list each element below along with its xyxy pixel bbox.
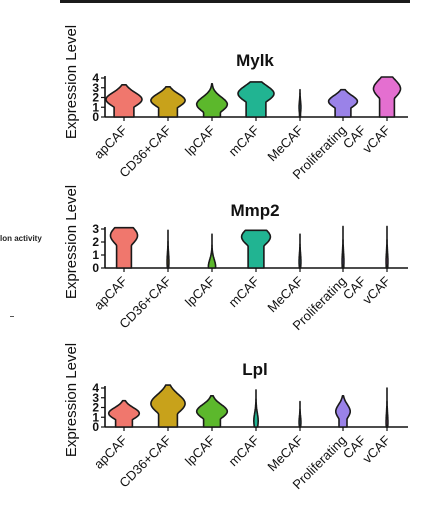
x-tick-label-part: mCAF bbox=[225, 122, 262, 159]
violin-lpcaf bbox=[195, 83, 229, 118]
x-tick-label-vcaf: vCAF bbox=[360, 432, 394, 466]
x-tick-label-part: MeCAF bbox=[264, 122, 306, 164]
x-tick-label-apcaf: apCAF bbox=[91, 432, 130, 471]
violin-mcaf bbox=[253, 389, 259, 428]
violin-proliferating-caf bbox=[335, 395, 351, 428]
x-tick-label-mecaf: MeCAF bbox=[264, 273, 306, 315]
x-tick-label-apcaf: apCAF bbox=[91, 122, 130, 161]
violin-vcaf bbox=[372, 76, 402, 118]
violin-vcaf bbox=[385, 387, 389, 428]
x-tick-label-part: lpCAF bbox=[182, 122, 218, 158]
violin-mecaf bbox=[298, 88, 302, 118]
y-tick-label: 2 bbox=[92, 401, 99, 415]
violin-proliferating-caf bbox=[341, 225, 345, 269]
cropped-side-tick bbox=[10, 316, 14, 317]
x-tick-label-lpcaf: lpCAF bbox=[182, 122, 218, 158]
y-tick-label: 4 bbox=[92, 381, 99, 395]
y-axis-label: Expression Level bbox=[63, 25, 80, 139]
cropped-side-label: lon activity bbox=[0, 234, 42, 243]
violin-cd36-caf bbox=[150, 384, 186, 428]
x-tick-label-mecaf: MeCAF bbox=[264, 432, 306, 474]
x-tick-label-apcaf: apCAF bbox=[91, 273, 130, 312]
violin-apcaf bbox=[105, 84, 143, 118]
y-tick-label: 3 bbox=[92, 81, 99, 95]
y-tick-label: 0 bbox=[92, 110, 99, 124]
x-tick-label-part: apCAF bbox=[91, 122, 130, 161]
top-border-rule bbox=[60, 0, 410, 3]
violin-mcaf bbox=[237, 81, 275, 118]
y-tick-label: 0 bbox=[92, 420, 99, 434]
x-tick-label-part: mCAF bbox=[225, 432, 262, 469]
violin-cd36-caf bbox=[166, 229, 170, 269]
y-tick-label: 2 bbox=[92, 91, 99, 105]
x-tick-label-part: MeCAF bbox=[264, 432, 306, 474]
violin-mcaf bbox=[240, 229, 272, 269]
x-tick-label-mecaf: MeCAF bbox=[264, 122, 306, 164]
violin-apcaf bbox=[107, 399, 141, 428]
violin-proliferating-caf bbox=[327, 88, 359, 118]
x-tick-label-mcaf: mCAF bbox=[225, 432, 262, 469]
x-tick-label-part: MeCAF bbox=[264, 273, 306, 315]
violin-lpcaf bbox=[207, 233, 217, 269]
violin-mecaf bbox=[298, 400, 302, 428]
panel-title: Lpl bbox=[242, 360, 268, 379]
x-tick-label-mcaf: mCAF bbox=[225, 273, 262, 310]
x-tick-label-vcaf: vCAF bbox=[360, 273, 394, 307]
y-axis-label: Expression Level bbox=[63, 343, 80, 457]
panel-title: Mylk bbox=[236, 51, 274, 70]
violin-mecaf bbox=[298, 233, 302, 269]
x-tick-label-proliferating-caf: ProliferatingCAF bbox=[289, 113, 369, 193]
y-axis-label: Expression Level bbox=[63, 185, 80, 299]
x-tick-label-part: lpCAF bbox=[182, 432, 218, 468]
x-tick-label-part: mCAF bbox=[225, 273, 262, 310]
y-tick-label: 1 bbox=[92, 100, 99, 114]
y-tick-label: 1 bbox=[92, 248, 99, 262]
x-tick-label-part: apCAF bbox=[91, 432, 130, 471]
x-tick-label-part: vCAF bbox=[360, 122, 394, 156]
x-tick-label-part: vCAF bbox=[360, 273, 394, 307]
x-tick-label-vcaf: vCAF bbox=[360, 122, 394, 156]
y-tick-label: 3 bbox=[92, 391, 99, 405]
y-tick-label: 3 bbox=[92, 222, 99, 236]
violin-lpcaf bbox=[195, 395, 229, 428]
x-tick-label-proliferating-caf: ProliferatingCAF bbox=[289, 423, 369, 503]
y-tick-label: 2 bbox=[92, 235, 99, 249]
x-tick-label-part: lpCAF bbox=[182, 273, 218, 309]
x-tick-label-proliferating-caf: ProliferatingCAF bbox=[289, 264, 369, 344]
x-tick-label-lpcaf: lpCAF bbox=[182, 273, 218, 309]
violin-cd36-caf bbox=[150, 86, 186, 118]
x-tick-label-part: apCAF bbox=[91, 273, 130, 312]
x-tick-label-mcaf: mCAF bbox=[225, 122, 262, 159]
y-tick-label: 0 bbox=[92, 261, 99, 275]
y-tick-label: 1 bbox=[92, 410, 99, 424]
x-tick-label-part: vCAF bbox=[360, 432, 394, 466]
violin-apcaf bbox=[109, 226, 139, 269]
violin-vcaf bbox=[385, 225, 389, 269]
panel-title: Mmp2 bbox=[230, 201, 279, 220]
x-tick-label-lpcaf: lpCAF bbox=[182, 432, 218, 468]
y-tick-label: 4 bbox=[92, 71, 99, 85]
